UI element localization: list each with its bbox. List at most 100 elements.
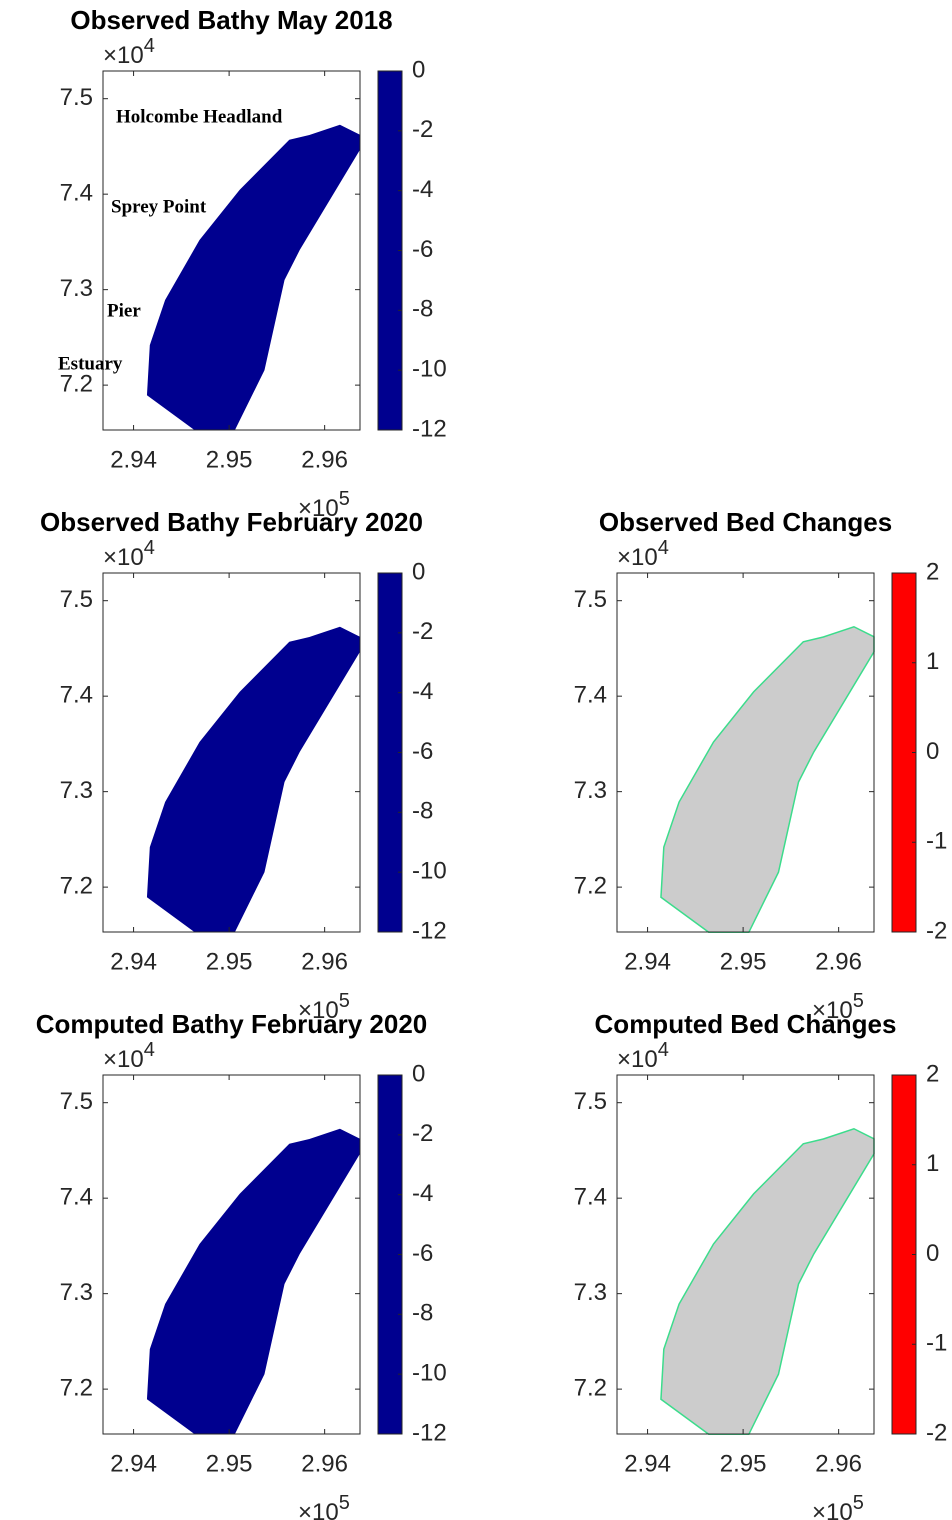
axes-frame	[102, 1074, 361, 1435]
y-tick-label: 7.4	[574, 682, 607, 709]
multiplier-exponent: 4	[144, 537, 155, 559]
y-tick-label: 7.3	[60, 777, 93, 804]
model-domain	[660, 625, 875, 934]
multiplier-exponent: 5	[853, 1492, 864, 1514]
colorbar-tick-label: -8	[412, 296, 433, 323]
colorbar-tick-label: -8	[412, 1300, 433, 1327]
x-tick-label: 2.96	[301, 446, 348, 473]
multiplier-exponent: 5	[853, 990, 864, 1012]
x-tick-label: 2.96	[815, 1450, 862, 1477]
multiplier-base: ×10	[103, 1046, 144, 1073]
axis-multiplier: ×104	[103, 1039, 155, 1073]
annotation: Sprey Point	[111, 196, 207, 217]
colorbar-tick-label: 1	[926, 648, 939, 675]
multiplier-exponent: 4	[658, 1039, 669, 1061]
x-tick-label: 2.94	[624, 948, 671, 975]
multiplier-base: ×10	[298, 495, 339, 522]
x-tick-label: 2.96	[301, 1450, 348, 1477]
colorbar-tick-label: -2	[926, 917, 947, 944]
axes-frame	[102, 572, 361, 933]
x-tick-label: 2.95	[206, 948, 253, 975]
colorbar-tick-label: -6	[412, 236, 433, 263]
colorbar-tick-label: -4	[412, 678, 433, 705]
y-tick-label: 7.4	[60, 180, 93, 207]
y-tick-label: 7.4	[60, 682, 93, 709]
x-tick-label: 2.94	[624, 1450, 671, 1477]
y-tick-label: 7.2	[60, 370, 93, 397]
colorbar-tick-label: 0	[412, 56, 425, 83]
colorbar-tick-label: -4	[412, 176, 433, 203]
axis-multiplier: ×105	[298, 488, 350, 522]
colorbar-tick-label: -4	[412, 1180, 433, 1207]
annotation: Estuary	[58, 353, 123, 374]
model-domain	[146, 124, 360, 431]
x-tick-label: 2.96	[301, 948, 348, 975]
colorbar-tick-label: 0	[926, 1240, 939, 1267]
colorbar-tick-label: 1	[926, 1150, 939, 1177]
colorbar-tick-label: -12	[412, 415, 447, 442]
y-tick-label: 7.5	[60, 586, 93, 613]
colorbar-tick-label: 0	[926, 738, 939, 765]
x-tick-label: 2.95	[206, 446, 253, 473]
multiplier-exponent: 5	[339, 488, 350, 510]
colorbar-tick-label: -10	[412, 1360, 447, 1387]
colorbar-tick-label: -2	[412, 1120, 433, 1147]
chart-title: Computed Bathy February 2020	[36, 1009, 428, 1039]
y-tick-label: 7.4	[574, 1184, 607, 1211]
multiplier-exponent: 4	[144, 1039, 155, 1061]
annotation: Pier	[107, 300, 141, 321]
multiplier-exponent: 5	[339, 990, 350, 1012]
axis-multiplier: ×105	[812, 1492, 864, 1520]
axis-multiplier: ×104	[103, 537, 155, 571]
x-tick-label: 2.95	[720, 948, 767, 975]
chart-title: Observed Bathy May 2018	[70, 5, 392, 35]
model-domain	[660, 1127, 875, 1436]
multiplier-base: ×10	[298, 997, 339, 1024]
y-tick-label: 7.5	[574, 1088, 607, 1115]
colorbar-tick-label: 0	[412, 1060, 425, 1087]
axis-multiplier: ×105	[812, 990, 864, 1024]
colorbar-tick-label: -12	[412, 917, 447, 944]
colorbar-tick-label: -2	[412, 618, 433, 645]
colorbar-tick-label: -10	[412, 858, 447, 885]
y-tick-label: 7.2	[574, 1374, 607, 1401]
colorbar-tick-label: 2	[926, 558, 939, 585]
y-tick-label: 7.3	[574, 777, 607, 804]
colorbar-tick-label: -10	[412, 356, 447, 383]
multiplier-base: ×10	[617, 1046, 658, 1073]
y-tick-label: 7.4	[60, 1184, 93, 1211]
chart-title: Observed Bathy February 2020	[40, 507, 423, 537]
y-tick-label: 7.2	[60, 872, 93, 899]
colorbar-tick-label: -1	[926, 828, 947, 855]
y-tick-label: 7.3	[60, 1279, 93, 1306]
multiplier-exponent: 4	[658, 537, 669, 559]
multiplier-base: ×10	[298, 1499, 339, 1520]
y-tick-label: 7.3	[60, 275, 93, 302]
y-tick-label: 7.5	[60, 1088, 93, 1115]
chart-title: Observed Bed Changes	[599, 507, 892, 537]
colorbar-tick-label: 0	[412, 558, 425, 585]
axis-multiplier: ×105	[298, 1492, 350, 1520]
multiplier-base: ×10	[617, 544, 658, 571]
colorbar-tick-label: -6	[412, 738, 433, 765]
y-tick-label: 7.2	[574, 872, 607, 899]
model-domain	[146, 626, 360, 933]
multiplier-base: ×10	[103, 42, 144, 69]
axis-multiplier: ×105	[298, 990, 350, 1024]
y-tick-label: 7.5	[60, 84, 93, 111]
x-tick-label: 2.94	[110, 1450, 157, 1477]
y-tick-label: 7.5	[574, 586, 607, 613]
y-tick-label: 7.2	[60, 1374, 93, 1401]
colorbar-tick-label: -2	[412, 116, 433, 143]
colorbar-tick-label: -6	[412, 1240, 433, 1267]
colorbar-tick-label: -8	[412, 798, 433, 825]
multiplier-exponent: 4	[144, 35, 155, 57]
x-tick-label: 2.95	[720, 1450, 767, 1477]
axes-frame	[102, 70, 361, 431]
axes-frame	[616, 572, 875, 933]
colorbar-tick-label: -1	[926, 1330, 947, 1357]
axes-frame	[616, 1074, 875, 1435]
x-tick-label: 2.94	[110, 948, 157, 975]
